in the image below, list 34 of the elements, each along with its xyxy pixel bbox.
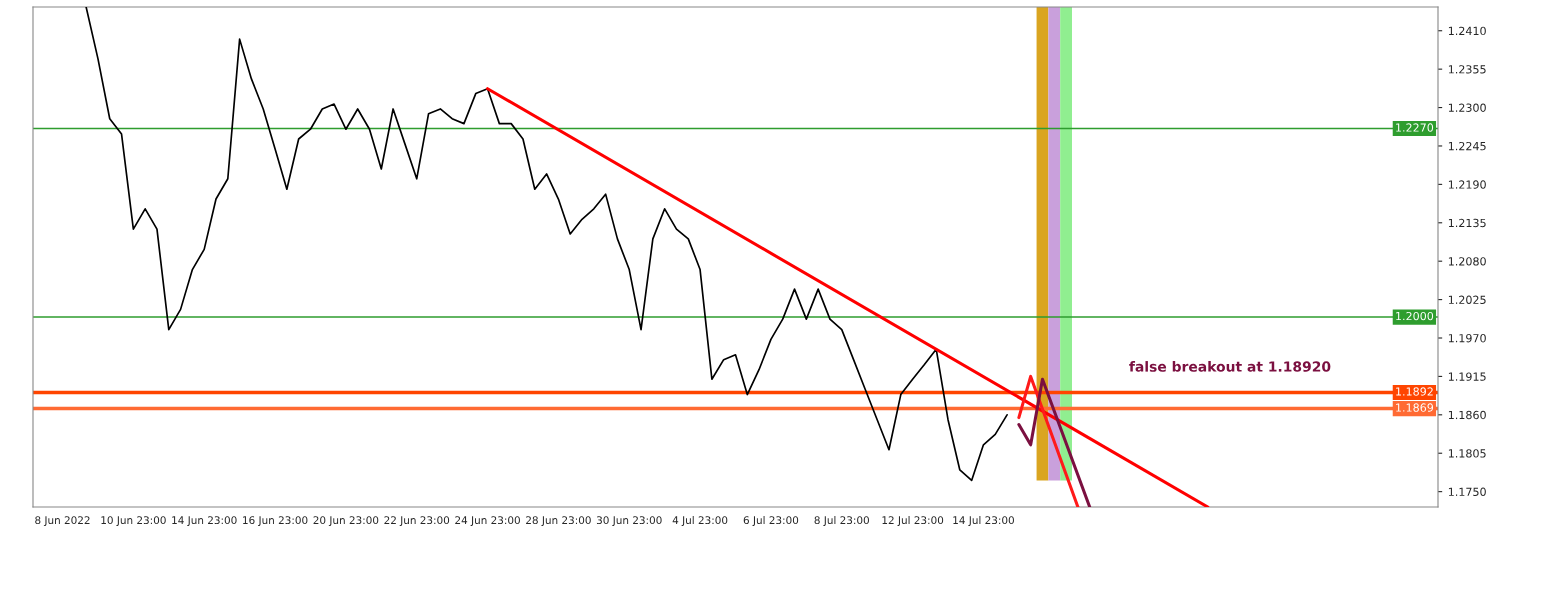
x-tick-label: 8 Jun 2022 <box>35 516 90 527</box>
y-tick-label: 1.2355 <box>1448 65 1486 74</box>
y-tick-label: 1.1970 <box>1448 333 1486 343</box>
x-tick-label: 12 Jul 23:00 <box>882 516 944 527</box>
y-tick-label: 1.2025 <box>1448 295 1486 304</box>
y-tick-label: 1.2135 <box>1448 218 1486 228</box>
x-tick-label: 20 Jun 23:00 <box>313 516 379 527</box>
y-tick-label: 1.1805 <box>1448 449 1486 458</box>
y-tick-label: 1.2245 <box>1448 141 1486 151</box>
y-tick-label: 1.2300 <box>1448 103 1486 112</box>
x-tick-label: 6 Jul 23:00 <box>743 516 799 527</box>
ref-line-label: 1.1892 <box>1396 387 1433 396</box>
y-tick-label: 1.2410 <box>1448 26 1486 36</box>
x-tick-label: 16 Jun 23:00 <box>243 516 308 527</box>
line-series <box>85 7 1008 482</box>
x-tick-label: 28 Jun 23:00 <box>526 516 591 527</box>
y-tick-label: 1.2080 <box>1448 257 1486 266</box>
ref-line-label: 1.2000 <box>1396 311 1434 321</box>
y-tick-label: 1.1750 <box>1448 487 1486 497</box>
x-tick-label: 4 Jul 23:00 <box>672 516 728 527</box>
x-tick-label: 14 Jul 23:00 <box>953 516 1014 527</box>
x-tick-label: 30 Jun 23:00 <box>596 516 662 527</box>
annotation: false breakout at 1.18920 <box>1129 361 1331 372</box>
y-tick-label: 1.1860 <box>1448 410 1486 420</box>
x-tick-label: 24 Jun 23:00 <box>455 516 520 527</box>
line-series <box>1017 377 1092 507</box>
x-tick-label: 22 Jun 23:00 <box>384 516 450 527</box>
ref-line-label: 1.2270 <box>1396 123 1434 132</box>
ref-line-label: 1.1869 <box>1396 403 1434 412</box>
y-tick-label: 1.1915 <box>1448 372 1486 381</box>
x-tick-label: 8 Jul 23:00 <box>814 516 869 527</box>
y-tick-label: 1.2190 <box>1448 180 1486 189</box>
x-tick-label: 10 Jun 23:00 <box>101 516 166 527</box>
x-tick-label: 14 Jun 23:00 <box>172 516 237 527</box>
